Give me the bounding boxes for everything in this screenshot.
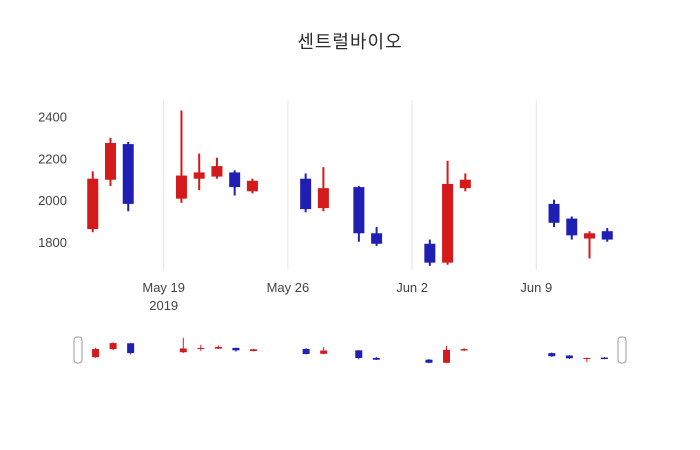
candle-body — [353, 187, 365, 234]
candle-body — [566, 218, 578, 236]
candle-body — [371, 233, 383, 244]
candle-body — [600, 357, 608, 359]
candle-body — [92, 348, 100, 358]
range-slider-handle[interactable] — [73, 336, 83, 364]
candles-group — [87, 110, 613, 266]
candle-body — [122, 144, 134, 204]
candle-body — [197, 347, 205, 349]
candle-body — [443, 349, 451, 363]
candle-body — [460, 349, 468, 351]
candle-body — [109, 343, 117, 350]
range-slider[interactable] — [73, 336, 627, 364]
y-tick-label: 1800 — [38, 235, 67, 250]
candle-body — [246, 180, 258, 192]
x-tick-year-label: 2019 — [149, 298, 178, 313]
candle-body — [193, 172, 205, 179]
x-tick-label: May 19 — [142, 280, 185, 295]
candle-body — [584, 233, 596, 239]
candle-body — [249, 349, 257, 352]
candle-body — [425, 359, 433, 363]
candle-body — [320, 350, 328, 354]
candle-body — [565, 355, 573, 359]
candle-body — [317, 188, 329, 209]
candle-body — [424, 243, 436, 263]
x-tick-label: May 26 — [267, 280, 310, 295]
y-tick-label: 2400 — [38, 109, 67, 124]
candle-body — [442, 183, 454, 263]
candle-body — [127, 343, 135, 354]
chart-title: 센트럴바이오 — [297, 32, 403, 52]
candle-body — [583, 357, 591, 359]
x-tick-label: Jun 9 — [520, 280, 552, 295]
candle-body — [302, 348, 310, 354]
candle-body — [87, 178, 99, 230]
candle-body — [104, 143, 116, 180]
x-tick-label: Jun 2 — [396, 280, 428, 295]
candle-body — [601, 231, 613, 240]
candle-body — [211, 166, 223, 177]
gridlines-group — [163, 100, 537, 270]
axis-labels-group: 1800 2000 2200 2400 May 19 2019 May 26 Jun 2 Jun… — [38, 109, 552, 313]
candle-body — [179, 348, 187, 353]
candle-body — [355, 350, 363, 358]
candle-body — [372, 357, 380, 360]
candle-body — [548, 203, 560, 223]
candle-body — [459, 179, 471, 189]
y-tick-label: 2200 — [38, 151, 67, 166]
candle-body — [214, 346, 222, 349]
y-tick-label: 2000 — [38, 193, 67, 208]
candle-body — [548, 353, 556, 357]
candle-body — [300, 178, 312, 210]
candle-body — [232, 347, 240, 351]
range-slider-handle[interactable] — [617, 336, 627, 364]
candle-body — [175, 175, 187, 199]
candle-body — [229, 172, 241, 188]
